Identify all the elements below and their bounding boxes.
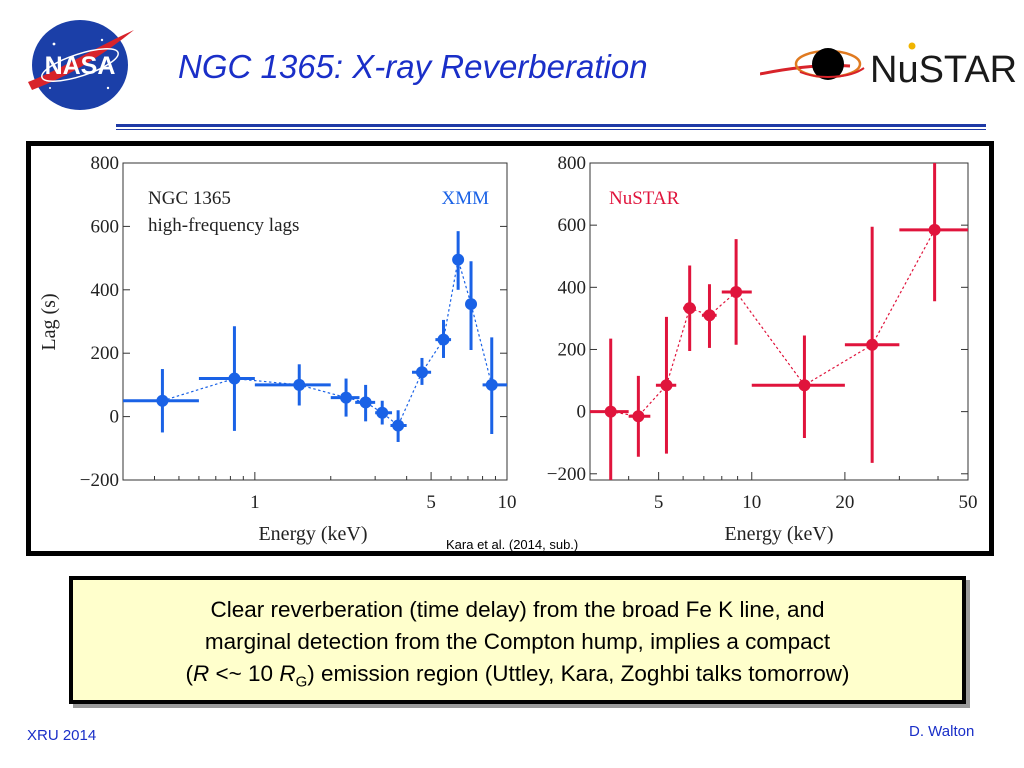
R-ytick-label: 200 <box>558 339 587 360</box>
figure-frame <box>26 141 994 556</box>
R-point <box>683 302 696 315</box>
R-point <box>632 410 645 423</box>
L-point <box>156 394 169 407</box>
R-point <box>660 379 673 392</box>
callout-line-1: Clear reverberation (time delay) from th… <box>210 597 825 622</box>
R-series-group <box>590 163 968 480</box>
L-point <box>437 333 450 346</box>
L-ytick-label: 400 <box>91 280 120 301</box>
nustar-plot-frame <box>589 162 969 481</box>
nustar-logo-text: NuSTAR <box>870 49 1017 91</box>
footer-author: D. Walton <box>909 723 975 740</box>
L-point <box>465 298 478 311</box>
xmm-annotation-line1: NGC 1365 <box>148 188 231 209</box>
R-xtick-label: 50 <box>959 492 978 513</box>
title-rule <box>116 124 986 127</box>
xmm-annotation-line2: high-frequency lags <box>148 215 299 236</box>
R-ytick-label: 400 <box>558 277 587 298</box>
L-point <box>359 396 372 409</box>
xmm-series-label: XMM <box>441 188 489 209</box>
L-point <box>452 253 465 266</box>
xmm-plot-frame <box>122 162 508 481</box>
R-point <box>604 405 617 418</box>
slide-title: NGC 1365: X-ray Reverberation <box>178 48 648 85</box>
callout-mid: <~ 10 <box>209 661 280 686</box>
L-connector <box>162 259 493 427</box>
L-point <box>340 391 353 404</box>
callout-line-3: (R <~ 10 RG) emission region (Uttley, Ka… <box>73 658 962 699</box>
callout-rg: R <box>279 661 296 686</box>
R-ytick-label: 0 <box>577 402 587 423</box>
R-ytick-label: −200 <box>547 464 586 485</box>
xmm-xlabel: Energy (keV) <box>258 523 367 545</box>
citation: Kara et al. (2014, sub.) <box>446 537 579 552</box>
callout-r: R <box>193 661 210 686</box>
title-rule-thin <box>116 129 986 130</box>
L-series-group <box>123 231 507 442</box>
L-point <box>228 372 241 385</box>
L-point <box>415 366 428 379</box>
callout-line-2: marginal detection from the Compton hump… <box>204 629 831 654</box>
footer-conference: XRU 2014 <box>27 727 97 744</box>
R-point <box>730 285 743 298</box>
L-point <box>392 419 405 432</box>
L-ytick-label: 800 <box>91 153 120 174</box>
R-point <box>798 379 811 392</box>
L-point <box>376 406 389 419</box>
R-xtick-label: 10 <box>742 492 761 513</box>
nustar-plot: −200 0 200 400 600 800 5 10 20 50 Energy (keV) Nu… <box>547 153 978 545</box>
L-xtick-label: 1 <box>250 492 260 513</box>
R-point <box>703 309 716 322</box>
nasa-logo: NASA <box>28 20 134 110</box>
nustar-xlabel: Energy (keV) <box>724 523 833 545</box>
L-point <box>485 378 498 391</box>
L-xtick-label: 5 <box>426 492 436 513</box>
xmm-ylabel: Lag (s) <box>38 293 60 350</box>
L-ytick-label: 600 <box>91 216 120 237</box>
R-ytick-label: 600 <box>558 215 587 236</box>
summary-callout: Clear reverberation (time delay) from th… <box>69 576 966 704</box>
callout-paren: ( <box>185 661 194 686</box>
L-ytick-label: −200 <box>80 470 119 491</box>
callout-rest: ) emission region (Uttley, Kara, Zoghbi … <box>307 661 850 686</box>
L-ytick-label: 0 <box>110 407 120 428</box>
nustar-series-label: NuSTAR <box>609 188 680 209</box>
R-ytick-label: 800 <box>558 153 587 174</box>
xmm-plot: −200 0 200 400 600 800 1 5 10 Lag (s) Energy (ke… <box>38 153 517 545</box>
nustar-logo: NuSTAR <box>760 42 1017 91</box>
R-connector <box>610 229 936 417</box>
L-ytick-label: 200 <box>91 343 120 364</box>
R-point <box>928 223 941 236</box>
R-xtick-label: 5 <box>654 492 664 513</box>
L-point <box>293 378 306 391</box>
R-xtick-label: 20 <box>835 492 854 513</box>
R-point <box>866 338 879 351</box>
L-xtick-label: 10 <box>498 492 517 513</box>
callout-rg-sub: G <box>295 673 308 691</box>
nasa-logo-text: NASA <box>45 52 116 80</box>
